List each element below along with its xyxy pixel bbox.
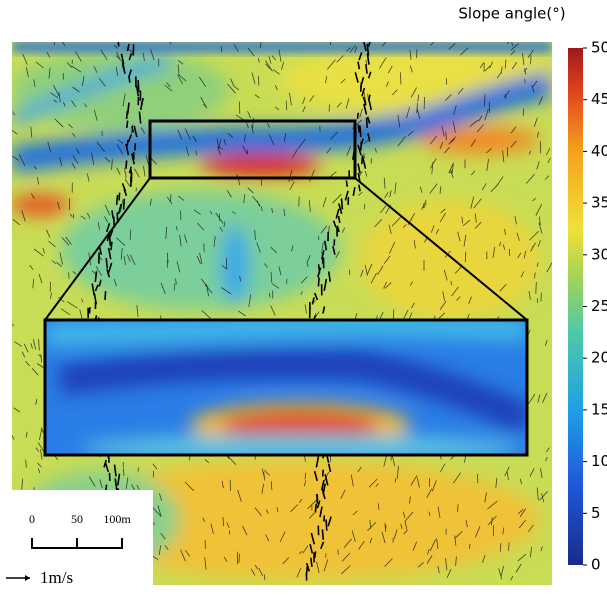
scale-bar: 0 50 100m (8, 490, 153, 585)
figure: 0 50 100m 1m/s Slope angle(°) 0 5 10 15 20 25… (0, 0, 607, 595)
vector-legend-label: 1m/s (40, 568, 73, 587)
colorbar-tick-label: 35 (591, 194, 607, 212)
colorbar-tick-label: 45 (591, 90, 607, 108)
scale-label: 100m (103, 512, 131, 526)
colorbar-tick-label: 50 (591, 39, 607, 57)
colorbar-tick-label: 20 (591, 349, 607, 367)
colorbar-title: Slope angle(°) (458, 5, 565, 23)
colorbar-tick-label: 40 (591, 142, 607, 160)
scale-label: 50 (71, 512, 83, 526)
scale-label: 0 (29, 512, 35, 526)
colorbar-gradient (568, 48, 583, 565)
colorbar-tick-label: 15 (591, 400, 607, 418)
colorbar-tick-label: 25 (591, 297, 607, 315)
colorbar-tick-label: 30 (591, 245, 607, 263)
colorbar-tick-label: 5 (591, 504, 601, 522)
colorbar-tick-label: 0 (591, 556, 601, 574)
colorbar-tick-label: 10 (591, 452, 607, 470)
